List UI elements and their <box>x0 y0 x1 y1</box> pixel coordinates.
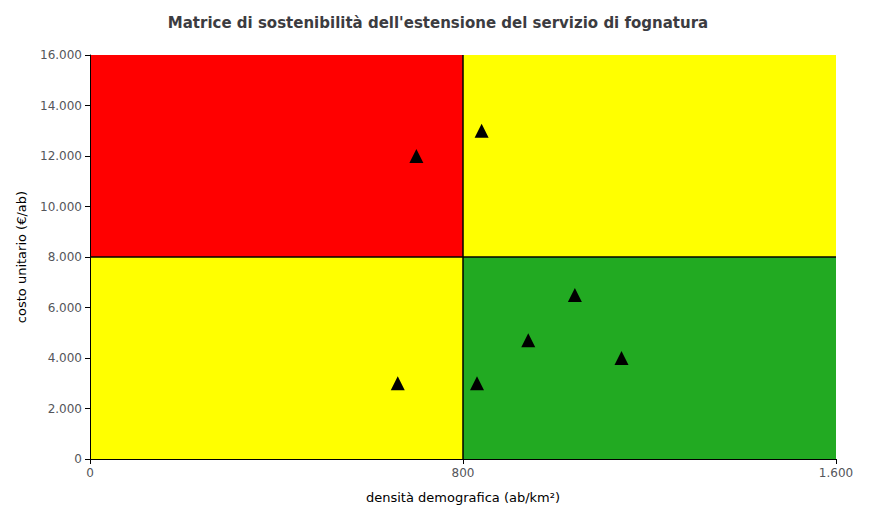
svg-text:14.000: 14.000 <box>40 99 82 113</box>
svg-text:12.000: 12.000 <box>40 149 82 163</box>
svg-text:6.000: 6.000 <box>48 301 82 315</box>
svg-text:1.600: 1.600 <box>819 466 853 480</box>
svg-text:10.000: 10.000 <box>40 200 82 214</box>
svg-text:0: 0 <box>86 466 94 480</box>
svg-text:2.000: 2.000 <box>48 402 82 416</box>
svg-text:densità demografica (ab/km²): densità demografica (ab/km²) <box>366 490 560 505</box>
svg-text:16.000: 16.000 <box>40 48 82 62</box>
svg-text:Matrice di sostenibilità dell': Matrice di sostenibilità dell'estensione… <box>168 14 708 32</box>
svg-text:8.000: 8.000 <box>48 250 82 264</box>
svg-text:800: 800 <box>452 466 475 480</box>
svg-text:costo unitario (€/ab): costo unitario (€/ab) <box>14 191 29 323</box>
svg-text:4.000: 4.000 <box>48 351 82 365</box>
svg-text:0: 0 <box>74 452 82 466</box>
